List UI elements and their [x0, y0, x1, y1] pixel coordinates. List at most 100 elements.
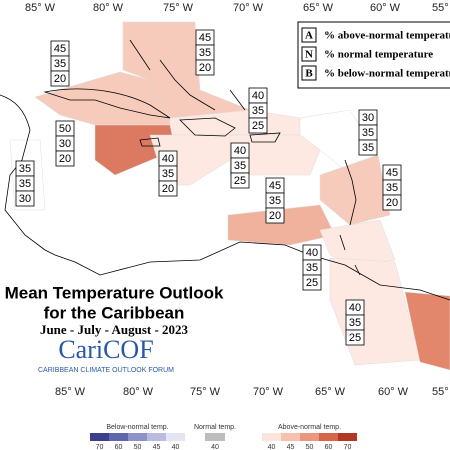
lon-label: 60° W	[370, 2, 401, 14]
prob-value: 20	[386, 197, 398, 209]
prob-value: 40	[252, 90, 264, 102]
prob-box	[50, 70, 70, 87]
prob-box	[158, 180, 178, 197]
logo-subtitle: CARIBBEAN CLIMATE OUTLOOK FORUM	[38, 367, 174, 374]
prob-value: 35	[19, 178, 31, 190]
colorbar-swatch	[205, 433, 225, 441]
title-line: for the Caribbean	[44, 303, 185, 322]
logo: CariCOF	[58, 335, 153, 364]
prob-value: 35	[19, 163, 31, 175]
lon-label: 75° W	[163, 2, 194, 14]
colorbar-tick: 70	[96, 444, 104, 450]
prob-box	[195, 59, 215, 76]
lon-label: 55° W	[432, 2, 450, 14]
prob-value: 40	[234, 145, 246, 157]
prob-value: 35	[362, 127, 374, 139]
prob-box	[248, 117, 268, 134]
prob-value: 35	[269, 195, 281, 207]
prob-value: 25	[252, 120, 264, 132]
colorbar-swatch	[166, 433, 185, 441]
prob-box	[382, 194, 402, 211]
colorbar-swatch	[147, 433, 166, 441]
key-box: A % above-normal temperature N % normal tem…	[297, 21, 450, 89]
colorbar-tick: 60	[115, 444, 123, 450]
key-text: % below-normal temperature	[324, 68, 450, 80]
prob-value: 20	[269, 210, 281, 222]
prob-value: 35	[162, 168, 174, 180]
prob-box	[55, 150, 75, 167]
prob-value: 50	[59, 123, 71, 135]
colorbar-swatch	[128, 433, 147, 441]
prob-box	[358, 139, 378, 156]
prob-value: 40	[162, 153, 174, 165]
prob-value: 25	[234, 175, 246, 187]
prob-value: 20	[54, 73, 66, 85]
lon-label: 60° W	[378, 386, 409, 398]
colorbar-label: Below-normal temp.	[106, 424, 168, 431]
prob-value: 35	[386, 182, 398, 194]
lon-label: 80° W	[123, 386, 154, 398]
colorbar-tick: 50	[306, 444, 314, 450]
lon-label: 75° W	[190, 386, 221, 398]
prob-value: 45	[199, 32, 211, 44]
lon-label: 85° W	[25, 2, 56, 14]
prob-value: 35	[252, 105, 264, 117]
prob-value: 40	[349, 302, 361, 314]
prob-value: 30	[19, 193, 31, 205]
key-letter: B	[305, 68, 313, 80]
prob-value: 20	[162, 183, 174, 195]
key-text: % normal temperature	[324, 49, 433, 61]
prob-value: 20	[199, 62, 211, 74]
prob-value: 45	[269, 180, 281, 192]
coastlines	[0, 39, 450, 301]
forecast-region	[319, 154, 391, 226]
prob-value: 35	[54, 58, 66, 70]
colorbar-swatch	[90, 433, 109, 441]
prob-box	[265, 207, 285, 224]
key-letter-box	[301, 65, 317, 81]
prob-box	[230, 172, 250, 189]
lon-label: 55° W	[432, 386, 450, 398]
prob-box	[345, 329, 365, 346]
colorbar-swatch	[300, 433, 319, 441]
lon-label: 85° W	[55, 386, 86, 398]
key-letter: N	[305, 49, 313, 61]
colorbar-label: Normal temp.	[194, 424, 236, 431]
colorbar-tick: 45	[287, 444, 295, 450]
colorbar-label: Above-normal temp.	[278, 424, 341, 431]
prob-value: 35	[306, 262, 318, 274]
colorbar-swatch	[109, 433, 128, 441]
prob-value: 35	[362, 142, 374, 154]
prob-value: 45	[386, 167, 398, 179]
key-text: % above-normal temperature	[324, 30, 450, 42]
period: June - July - August - 2023	[40, 322, 189, 337]
colorbar-tick: 45	[153, 444, 161, 450]
colorbar-tick: 40	[211, 444, 219, 450]
key-letter: A	[305, 30, 313, 42]
colorbar-tick: 60	[325, 444, 333, 450]
title-line: Mean Temperature Outlook	[5, 283, 224, 302]
prob-value: 30	[362, 112, 374, 124]
lon-label: 70° W	[233, 2, 264, 14]
colorbar-tick: 50	[134, 444, 142, 450]
prob-value: 35	[349, 317, 361, 329]
prob-value: 25	[306, 277, 318, 289]
prob-box	[302, 274, 322, 291]
colorbar-swatch	[338, 433, 357, 441]
title-block: Mean Temperature Outlook for the Caribbe…	[5, 283, 224, 373]
prob-box	[15, 190, 35, 207]
key-letter-box	[301, 27, 317, 43]
prob-value: 35	[199, 47, 211, 59]
forecast-region	[229, 134, 321, 176]
colorbar-tick: 70	[344, 444, 352, 450]
colorbar-swatch	[319, 433, 338, 441]
prob-value: 20	[59, 153, 71, 165]
colorbar-tick: 40	[268, 444, 276, 450]
colorbar-tick: 40	[172, 444, 180, 450]
colorbar-swatch	[262, 433, 281, 441]
lon-label: 80° W	[93, 2, 124, 14]
lon-label: 65° W	[303, 2, 334, 14]
lon-label: 70° W	[253, 386, 284, 398]
prob-value: 45	[54, 43, 66, 55]
key-frame	[297, 21, 450, 89]
